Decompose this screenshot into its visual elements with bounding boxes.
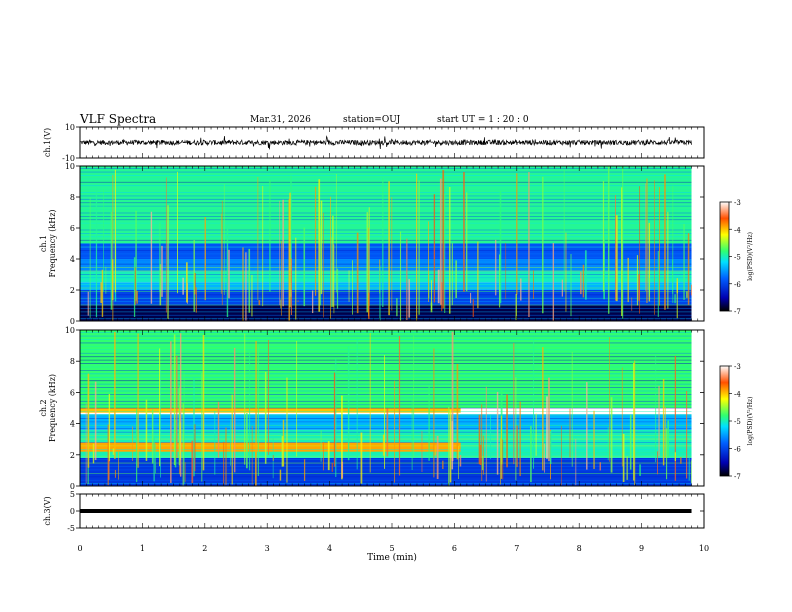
colorbar-label: log(PSD)(V²/Hz)	[747, 397, 754, 446]
y-axis-label: ch.1	[39, 235, 48, 252]
x-tick-label: 2	[202, 544, 207, 553]
spectrogram-band	[80, 404, 461, 413]
y-tick-label: 6	[70, 388, 75, 397]
colorbar-tick-label: -6	[734, 281, 741, 289]
spectrogram-band	[80, 330, 692, 408]
spectrogram-band	[80, 282, 692, 290]
x-tick-label: 0	[77, 544, 82, 553]
colorbar-tick-label: -3	[734, 363, 741, 371]
x-tick-label: 9	[639, 544, 644, 553]
colorbar-tick-label: -5	[734, 254, 741, 262]
start-time-label: start UT = 1 : 20 : 0	[437, 115, 529, 125]
y-tick-label: 8	[70, 193, 75, 202]
y-tick-label: 2	[70, 451, 75, 460]
y-tick-label: 6	[70, 224, 75, 233]
x-tick-label: 10	[699, 544, 709, 553]
y-tick-label: -5	[67, 524, 75, 533]
colorbar-tick-label: -3	[734, 199, 741, 207]
y-tick-label: 10	[65, 123, 75, 132]
y-tick-label: -10	[62, 154, 75, 163]
x-tick-label: 3	[265, 544, 270, 553]
spectrogram-band	[80, 271, 692, 283]
y-tick-label: 8	[70, 357, 75, 366]
spectrogram-band	[80, 290, 692, 306]
spectrogram-band	[80, 166, 692, 244]
chart-title: VLF Spectra	[80, 112, 157, 126]
colorbar	[719, 201, 730, 312]
y-tick-label: 0	[70, 507, 75, 516]
colorbar-label: log(PSD)(V²/Hz)	[747, 232, 754, 281]
y-axis-label: Frequency (kHz)	[48, 209, 57, 277]
colorbar-tick-label: -7	[734, 473, 741, 481]
plot-fills	[79, 135, 692, 513]
colorbar-tick-label: -4	[734, 391, 741, 399]
y-axis-label: Frequency (kHz)	[48, 374, 57, 442]
colorbar-tick-label: -4	[734, 226, 741, 234]
colorbar-tick-label: -7	[734, 308, 741, 316]
plot-labels: 10-10ch.1(V)-3-4-5-6-7log(PSD)(V²/Hz)024…	[39, 123, 754, 563]
station-label: station=OUJ	[343, 115, 401, 125]
y-axis-label: ch.1(V)	[43, 128, 52, 157]
y-tick-label: 0	[70, 317, 75, 326]
y-tick-label: 10	[65, 326, 75, 335]
waveform-trace	[79, 135, 692, 150]
y-tick-label: 5	[70, 490, 75, 499]
colorbar-tick-label: -5	[734, 418, 741, 426]
colorbar-tick-label: -6	[734, 446, 741, 454]
spectrogram-band	[80, 259, 692, 272]
spectrogram-band	[80, 243, 692, 259]
y-tick-label: 4	[70, 420, 75, 429]
x-tick-label: 5	[389, 544, 394, 553]
x-axis-label: Time (min)	[367, 552, 417, 563]
x-tick-label: 1	[140, 544, 145, 553]
y-axis-label: ch.2	[39, 399, 48, 416]
spectrogram-band	[80, 442, 461, 452]
y-tick-label: 10	[65, 162, 75, 171]
colorbar	[719, 365, 730, 477]
y-tick-label: 2	[70, 286, 75, 295]
plot-ticks	[76, 126, 732, 529]
y-tick-label: 4	[70, 255, 75, 264]
x-tick-label: 4	[327, 544, 332, 553]
spectrogram-band	[80, 305, 692, 321]
y-tick-label: 0	[70, 482, 75, 491]
date-label: Mar.31, 2026	[250, 115, 311, 125]
y-axis-label: ch.3(V)	[43, 496, 52, 525]
x-tick-label: 8	[577, 544, 582, 553]
spectrogram-band	[80, 457, 692, 486]
x-tick-label: 6	[452, 544, 457, 553]
x-tick-label: 7	[514, 544, 519, 553]
